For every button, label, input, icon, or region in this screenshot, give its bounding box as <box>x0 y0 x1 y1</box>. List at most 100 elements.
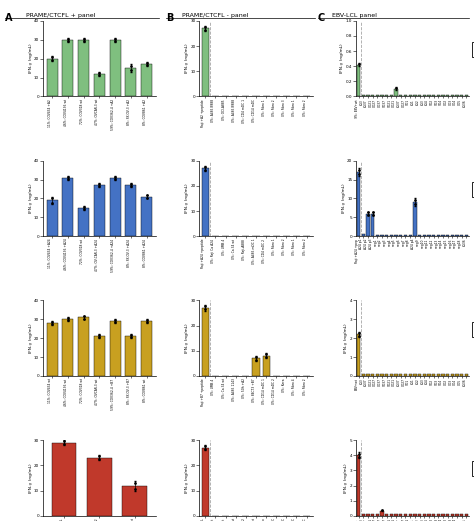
Bar <box>460 374 464 376</box>
Bar <box>371 95 374 96</box>
Point <box>458 511 465 519</box>
Bar <box>456 514 459 516</box>
Point <box>397 511 405 519</box>
Point <box>364 92 372 100</box>
Bar <box>381 511 383 516</box>
Bar <box>357 334 360 376</box>
Y-axis label: IFN-γ (ng/mL): IFN-γ (ng/mL) <box>28 463 33 493</box>
Point <box>425 92 433 100</box>
Point <box>383 92 391 100</box>
Point <box>388 371 395 379</box>
Bar <box>141 64 152 96</box>
Point <box>458 371 465 379</box>
Bar <box>465 374 468 376</box>
Bar <box>460 514 464 516</box>
Point <box>201 445 209 453</box>
Point <box>359 92 367 100</box>
Point <box>463 371 470 379</box>
Point <box>212 92 219 100</box>
Bar <box>437 235 440 236</box>
Point <box>64 36 72 45</box>
Bar <box>390 374 393 376</box>
Point <box>388 92 395 100</box>
Point <box>283 231 290 240</box>
Bar <box>413 95 417 96</box>
Bar <box>446 95 449 96</box>
Point <box>201 442 209 451</box>
Bar <box>465 235 468 236</box>
Point <box>96 180 103 188</box>
Bar <box>381 235 383 236</box>
Point <box>212 511 219 519</box>
Bar <box>366 374 370 376</box>
Bar <box>94 74 105 96</box>
Bar <box>427 374 430 376</box>
Bar <box>451 374 454 376</box>
Bar <box>46 323 58 376</box>
Y-axis label: IFN-γ (ng/mL): IFN-γ (ng/mL) <box>344 463 348 493</box>
Bar <box>371 514 374 516</box>
Text: C: C <box>318 13 325 23</box>
Point <box>222 92 229 100</box>
Bar <box>109 321 121 376</box>
Y-axis label: IFN-γ (ng/mL): IFN-γ (ng/mL) <box>185 44 189 73</box>
Bar <box>423 374 426 376</box>
Bar <box>423 95 426 96</box>
Bar <box>366 514 370 516</box>
Point <box>355 332 363 340</box>
Bar <box>78 40 89 96</box>
Bar <box>126 185 137 236</box>
Point <box>425 371 433 379</box>
Point <box>201 302 209 311</box>
Point <box>303 371 310 379</box>
Point <box>303 231 310 240</box>
Bar <box>202 168 209 236</box>
Bar <box>366 214 370 236</box>
Point <box>292 371 300 379</box>
Bar <box>371 214 374 236</box>
Point <box>397 371 405 379</box>
Point <box>48 53 56 61</box>
Bar <box>371 374 374 376</box>
Point <box>201 305 209 314</box>
Point <box>411 371 419 379</box>
Bar <box>427 95 430 96</box>
Bar <box>413 514 417 516</box>
Point <box>453 92 461 100</box>
Bar <box>376 235 379 236</box>
Point <box>127 180 135 188</box>
Bar <box>126 68 137 96</box>
Point <box>439 371 447 379</box>
Bar <box>46 59 58 96</box>
Bar <box>122 486 147 516</box>
Point <box>397 92 405 100</box>
Point <box>283 92 290 100</box>
Bar <box>78 317 89 376</box>
Point <box>252 92 260 100</box>
Point <box>444 371 452 379</box>
Point <box>143 193 150 202</box>
Text: B: B <box>166 13 173 23</box>
Bar <box>441 95 445 96</box>
Bar <box>432 374 435 376</box>
Point <box>453 231 461 240</box>
Point <box>383 231 391 240</box>
Point <box>420 231 428 240</box>
Bar <box>394 235 398 236</box>
Point <box>392 371 400 379</box>
Bar <box>404 95 407 96</box>
Bar <box>465 95 468 96</box>
Point <box>262 511 270 519</box>
Point <box>252 511 260 519</box>
Point <box>355 329 363 337</box>
Bar <box>409 235 412 236</box>
Bar <box>418 374 421 376</box>
Point <box>80 314 87 322</box>
Bar <box>404 514 407 516</box>
Point <box>359 511 367 519</box>
Bar <box>63 178 73 236</box>
Point <box>242 371 250 379</box>
Bar <box>94 185 105 236</box>
Point <box>201 23 209 31</box>
Point <box>397 231 405 240</box>
